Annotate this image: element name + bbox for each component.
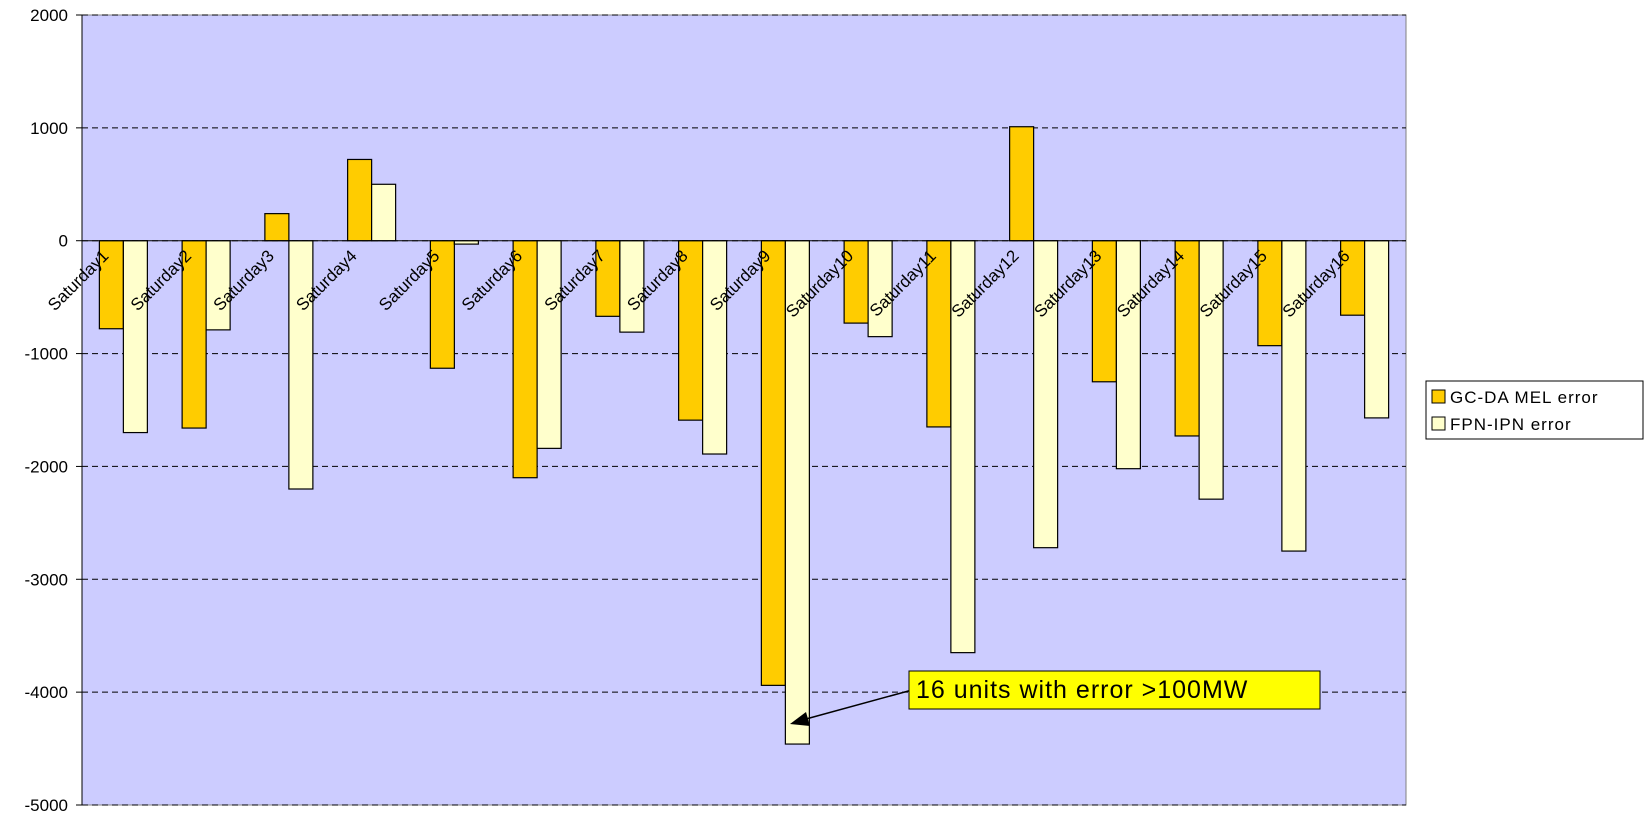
- annotation-box: [908, 670, 1321, 710]
- legend-label: FPN-IPN error: [1450, 415, 1572, 434]
- legend-swatch: [1431, 389, 1446, 404]
- y-tick-label: -2000: [25, 457, 68, 476]
- bar: [1364, 240, 1390, 419]
- bar: [98, 240, 124, 330]
- y-tick-label: 2000: [30, 6, 68, 25]
- annotation-arrow: [805, 689, 913, 720]
- annotation-arrowhead: [790, 712, 810, 726]
- bar: [1174, 240, 1200, 437]
- legend-label: GC-DA MEL error: [1450, 388, 1599, 407]
- bar: [264, 213, 290, 242]
- annotation-text: 16 units with error >100MW: [916, 676, 1248, 704]
- legend-box: [1425, 380, 1644, 440]
- bar: [347, 158, 373, 242]
- y-tick-label: -3000: [25, 570, 68, 589]
- bar: [926, 240, 952, 428]
- y-tick-label: -4000: [25, 683, 68, 702]
- bar: [1281, 240, 1307, 552]
- bar: [536, 240, 562, 449]
- y-tick-label: 0: [59, 232, 68, 251]
- bar: [429, 240, 455, 369]
- bar: [205, 240, 231, 331]
- bar: [1198, 240, 1224, 500]
- bar: [1257, 240, 1283, 347]
- bar: [1033, 240, 1059, 549]
- bar: [619, 240, 645, 333]
- bar: [702, 240, 728, 455]
- bar: [950, 240, 976, 654]
- bar: [512, 240, 538, 479]
- y-tick-label: -1000: [25, 345, 68, 364]
- bar: [453, 240, 479, 245]
- legend: GC-DA MEL error FPN-IPN error: [1425, 380, 1644, 440]
- bar: [371, 183, 397, 242]
- y-tick-label: -5000: [25, 796, 68, 815]
- bar: [122, 240, 148, 434]
- bar: [1009, 126, 1035, 242]
- bar: [595, 240, 621, 317]
- bars: [82, 126, 1406, 745]
- y-tick-label: 1000: [30, 119, 68, 138]
- bar: [867, 240, 893, 338]
- bar: [288, 240, 314, 490]
- legend-swatch: [1431, 416, 1446, 431]
- bar: [760, 240, 786, 686]
- bar: [1115, 240, 1141, 470]
- annotation: 16 units with error >100MW: [790, 670, 1321, 726]
